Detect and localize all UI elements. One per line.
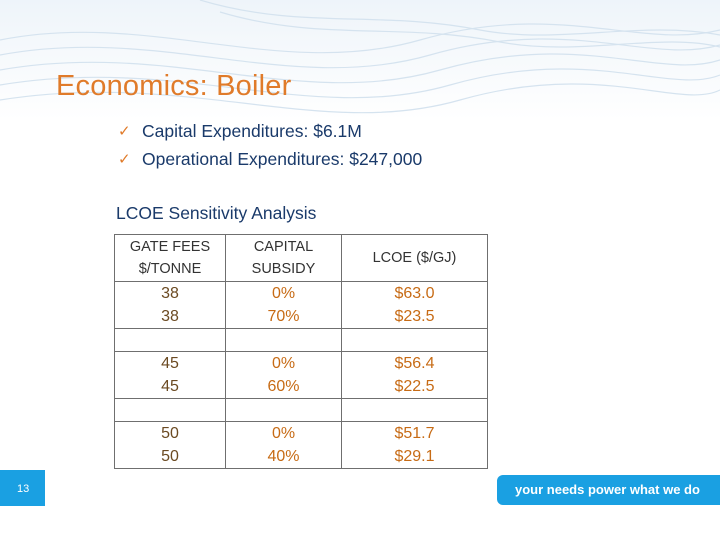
- bullet-list: ✓ Capital Expenditures: $6.1M ✓ Operatio…: [118, 117, 422, 173]
- checkmark-icon: ✓: [118, 122, 131, 140]
- table-spacer-row: [114, 398, 488, 422]
- page-number-tab: [0, 470, 45, 506]
- bullet-item: ✓ Operational Expenditures: $247,000: [118, 145, 422, 173]
- gate-fee-cell: 38 38: [114, 281, 226, 329]
- table-spacer-row: [114, 328, 488, 352]
- gate-fee-cell: 50 50: [114, 421, 226, 469]
- table-header-row: GATE FEES $/TONNE CAPITAL SUBSIDY LCOE (…: [114, 234, 488, 282]
- lcoe-cell: $51.7 $29.1: [341, 421, 488, 469]
- bullet-text: Capital Expenditures: $6.1M: [142, 121, 362, 141]
- slide-title: Economics: Boiler: [56, 70, 292, 102]
- header-capital-subsidy: CAPITAL SUBSIDY: [225, 234, 342, 282]
- table-row: 45 45 0% 60% $56.4 $22.5: [114, 351, 488, 399]
- bullet-item: ✓ Capital Expenditures: $6.1M: [118, 117, 422, 145]
- subsidy-cell: 0% 60%: [225, 351, 342, 399]
- section-subtitle: LCOE Sensitivity Analysis: [116, 203, 317, 223]
- gate-fee-cell: 45 45: [114, 351, 226, 399]
- table-row: 50 50 0% 40% $51.7 $29.1: [114, 421, 488, 469]
- tagline-banner: your needs power what we do: [497, 475, 720, 505]
- header-gate-fees: GATE FEES $/TONNE: [114, 234, 226, 282]
- table-row: 38 38 0% 70% $63.0 $23.5: [114, 281, 488, 329]
- lcoe-cell: $56.4 $22.5: [341, 351, 488, 399]
- page-number: 13: [17, 483, 30, 495]
- subsidy-cell: 0% 40%: [225, 421, 342, 469]
- header-lcoe: LCOE ($/GJ): [341, 234, 488, 282]
- checkmark-icon: ✓: [118, 150, 131, 168]
- subsidy-cell: 0% 70%: [225, 281, 342, 329]
- lcoe-cell: $63.0 $23.5: [341, 281, 488, 329]
- lcoe-sensitivity-table: GATE FEES $/TONNE CAPITAL SUBSIDY LCOE (…: [114, 234, 488, 469]
- bullet-text: Operational Expenditures: $247,000: [142, 149, 423, 169]
